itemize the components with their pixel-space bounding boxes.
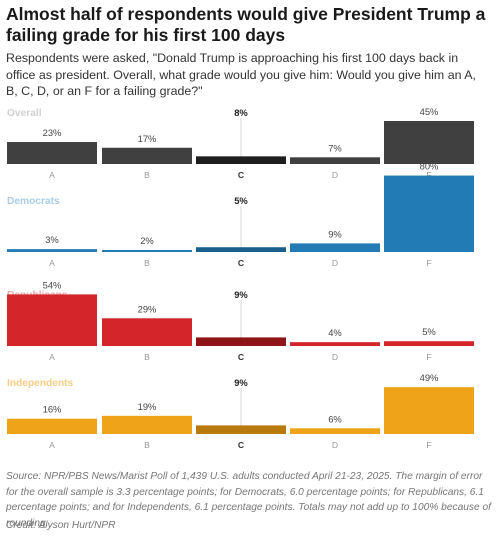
value-label-independents-c: 9% (234, 377, 248, 388)
bar-democrats-c (196, 247, 286, 252)
series-label-overall: Overall (7, 108, 42, 119)
tick-label-independents-f: F (426, 440, 431, 450)
value-label-democrats-b: 2% (140, 235, 154, 246)
tick-label-overall-a: A (49, 170, 55, 180)
tick-label-overall-d: D (332, 170, 338, 180)
bar-independents-f (384, 387, 474, 434)
bar-democrats-b (102, 250, 192, 252)
tick-label-democrats-c: C (238, 258, 244, 268)
value-label-republicans-b: 29% (138, 303, 157, 314)
series-label-independents: Independents (7, 378, 74, 389)
chart-title: Almost half of respondents would give Pr… (6, 4, 486, 45)
tick-label-overall-b: B (144, 170, 150, 180)
tick-label-democrats-b: B (144, 258, 150, 268)
value-label-independents-b: 19% (138, 401, 157, 412)
tick-label-republicans-a: A (49, 352, 55, 362)
value-label-democrats-c: 5% (234, 195, 248, 206)
value-label-overall-d: 7% (328, 142, 342, 153)
tick-label-democrats-a: A (49, 258, 55, 268)
chart-subtitle: Respondents were asked, "Donald Trump is… (6, 51, 476, 98)
source-note: Source: NPR/PBS News/Marist Poll of 1,43… (6, 471, 492, 529)
bar-democrats-f (384, 175, 474, 252)
bar-democrats-d (290, 243, 380, 252)
bar-independents-a (7, 418, 97, 434)
tick-label-democrats-d: D (332, 258, 338, 268)
bar-overall-d (290, 157, 380, 164)
value-label-overall-a: 23% (43, 127, 62, 138)
value-label-overall-b: 17% (138, 133, 157, 144)
value-label-independents-d: 6% (328, 413, 342, 424)
value-label-republicans-d: 4% (328, 327, 342, 338)
tick-label-independents-d: D (332, 440, 338, 450)
value-label-democrats-f: 80% (420, 161, 439, 172)
tick-label-overall-c: C (238, 170, 244, 180)
bar-independents-b (102, 415, 192, 434)
value-label-independents-a: 16% (43, 404, 62, 415)
tick-label-independents-c: C (238, 440, 244, 450)
value-label-overall-c: 8% (234, 107, 248, 118)
bar-republicans-c (196, 337, 286, 346)
tick-label-independents-a: A (49, 440, 55, 450)
tick-label-democrats-f: F (426, 258, 431, 268)
value-label-republicans-c: 9% (234, 289, 248, 300)
series-label-democrats: Democrats (7, 196, 60, 207)
bar-independents-c (196, 425, 286, 434)
tick-label-republicans-b: B (144, 352, 150, 362)
tick-label-overall-f: F (426, 170, 431, 180)
tick-label-republicans-c: C (238, 352, 244, 362)
value-label-republicans-f: 5% (422, 326, 436, 337)
bar-republicans-a (7, 294, 97, 346)
bar-overall-c (196, 156, 286, 164)
bar-republicans-f (384, 341, 474, 346)
value-label-republicans-a: 54% (43, 279, 62, 290)
tick-label-republicans-d: D (332, 352, 338, 362)
bar-republicans-d (290, 342, 380, 346)
bar-independents-d (290, 428, 380, 434)
value-label-democrats-a: 3% (45, 234, 59, 245)
bar-overall-b (102, 147, 192, 164)
value-label-independents-f: 49% (420, 372, 439, 383)
tick-label-independents-b: B (144, 440, 150, 450)
bar-republicans-b (102, 318, 192, 346)
bar-overall-a (7, 142, 97, 164)
credit-note: Credit: Alyson Hurt/NPR (6, 520, 116, 531)
bar-democrats-a (7, 249, 97, 252)
tick-label-republicans-f: F (426, 352, 431, 362)
value-label-democrats-d: 9% (328, 228, 342, 239)
value-label-overall-f: 45% (420, 106, 439, 117)
bar-overall-f (384, 121, 474, 164)
